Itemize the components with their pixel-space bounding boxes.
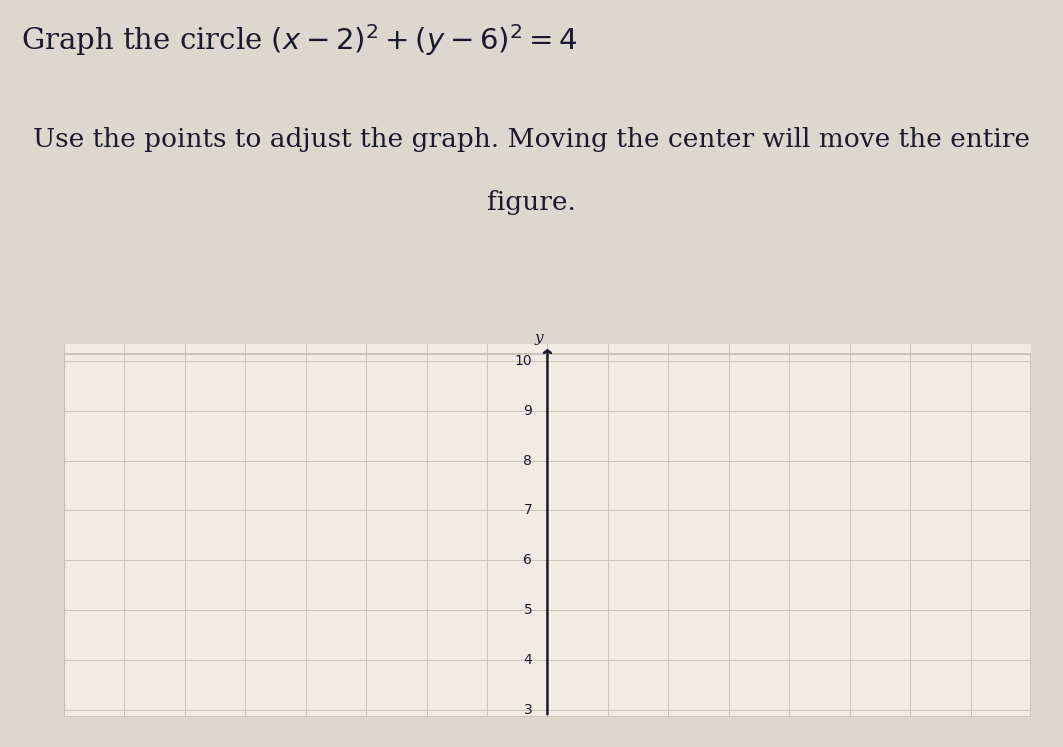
Text: 5: 5 (524, 603, 533, 617)
Text: Graph the circle $(x - 2)^2 + (y - 6)^2 = 4$: Graph the circle $(x - 2)^2 + (y - 6)^2 … (21, 22, 578, 58)
Text: 10: 10 (514, 354, 533, 368)
Text: Use the points to adjust the graph. Moving the center will move the entire: Use the points to adjust the graph. Movi… (33, 127, 1030, 152)
Text: 9: 9 (523, 404, 533, 418)
Text: 3: 3 (524, 703, 533, 716)
Text: figure.: figure. (487, 190, 576, 215)
Text: 8: 8 (523, 453, 533, 468)
Text: 6: 6 (523, 554, 533, 567)
Text: 4: 4 (524, 653, 533, 667)
Text: 7: 7 (524, 503, 533, 518)
Text: y: y (534, 331, 543, 345)
